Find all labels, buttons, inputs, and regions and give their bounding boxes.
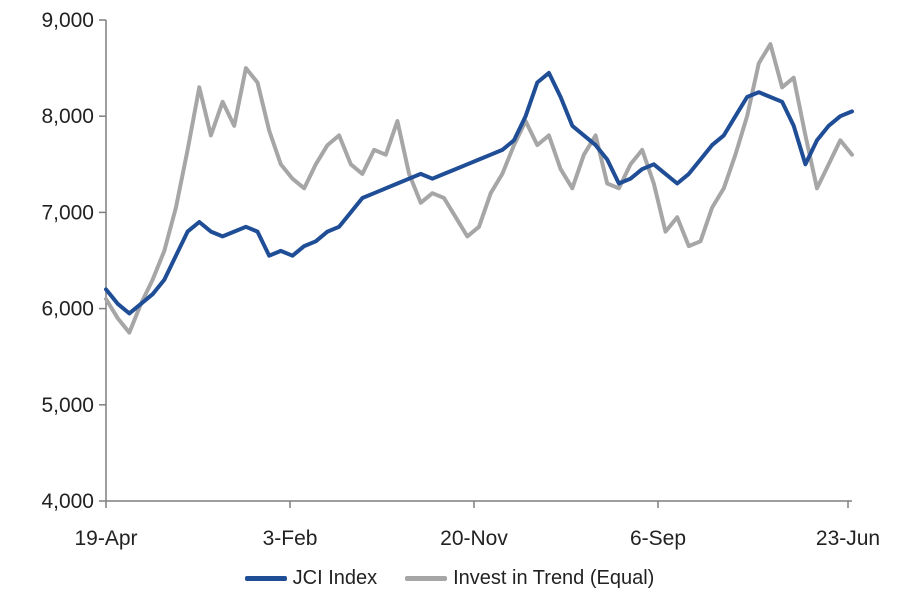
x-tick-label: 20-Nov [440, 527, 508, 550]
y-tick-label: 9,000 [41, 9, 94, 32]
y-tick-label: 8,000 [41, 105, 94, 128]
legend-swatch-jci [244, 575, 287, 581]
legend: JCI Index Invest in Trend (Equal) [0, 564, 899, 592]
series-layer [104, 42, 854, 335]
legend-item-invest-in-trend: Invest in Trend (Equal) [405, 567, 654, 590]
y-tick-label: 6,000 [41, 298, 94, 321]
legend-label-jci: JCI Index [292, 566, 378, 589]
x-tick-label: 3-Feb [263, 527, 318, 550]
x-tick-label: 19-Apr [74, 527, 137, 550]
x-tick-label: 6-Sep [630, 527, 686, 550]
legend-swatch-invest-in-trend [405, 575, 448, 581]
y-tick-label: 7,000 [41, 201, 94, 224]
y-ticks: 4,000 5,000 6,000 7,000 8,000 9,000 [41, 9, 106, 513]
series-line-jci-index [104, 70, 854, 316]
legend-item-jci: JCI Index [244, 566, 378, 590]
x-tick-label: 23-Jun [816, 527, 880, 550]
y-tick-label: 4,000 [41, 490, 94, 513]
y-tick-label: 5,000 [41, 394, 94, 417]
legend-label-invest-in-trend: Invest in Trend (Equal) [453, 566, 655, 589]
series-line-invest-in-trend [104, 42, 854, 335]
x-ticks: 19-Apr 3-Feb 20-Nov 6-Sep 23-Jun [74, 501, 880, 550]
